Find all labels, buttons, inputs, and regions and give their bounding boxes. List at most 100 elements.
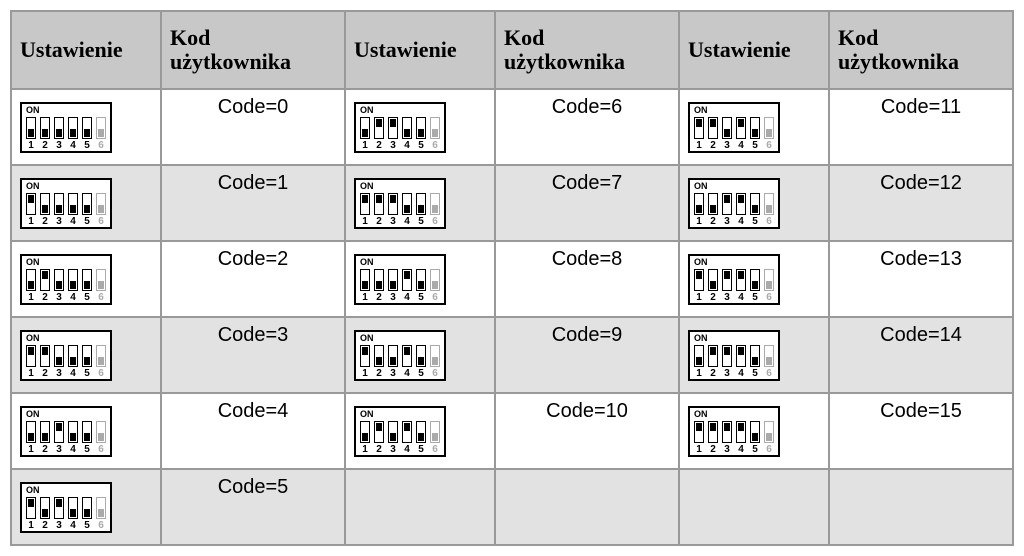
dip-track bbox=[416, 345, 426, 367]
dip-slot: 2 bbox=[373, 117, 385, 151]
dip-slots: 123456 bbox=[359, 421, 441, 455]
header-code-2: Kod użytkownika bbox=[495, 11, 679, 89]
dip-on-label: ON bbox=[26, 409, 40, 419]
code-cell: Code=2 bbox=[161, 241, 345, 317]
dip-knob bbox=[710, 281, 716, 289]
code-value: Code=8 bbox=[552, 248, 623, 270]
dip-slot: 1 bbox=[25, 269, 37, 303]
dip-switch: ON123456 bbox=[688, 406, 780, 457]
dip-knob bbox=[56, 129, 62, 137]
dip-slot: 6 bbox=[763, 117, 775, 151]
dip-number-label: 5 bbox=[84, 216, 90, 227]
dip-track bbox=[402, 269, 412, 291]
code-cell: Code=14 bbox=[829, 317, 1013, 393]
dip-on-label: ON bbox=[360, 105, 374, 115]
dip-track bbox=[416, 421, 426, 443]
dip-slot: 5 bbox=[415, 421, 427, 455]
setting-cell: ON123456 bbox=[345, 89, 495, 165]
dip-track bbox=[736, 193, 746, 215]
dip-number-label: 2 bbox=[376, 368, 382, 379]
dip-slot: 3 bbox=[387, 421, 399, 455]
dip-number-label: 2 bbox=[376, 216, 382, 227]
code-value: Code=7 bbox=[552, 172, 623, 194]
code-value: Code=15 bbox=[880, 400, 962, 422]
dip-number-label: 3 bbox=[56, 368, 62, 379]
dip-switch: ON123456 bbox=[354, 102, 446, 153]
dip-on-label: ON bbox=[360, 333, 374, 343]
dip-number-label: 1 bbox=[362, 444, 368, 455]
dip-knob bbox=[738, 347, 744, 355]
code-cell: Code=8 bbox=[495, 241, 679, 317]
dip-knob bbox=[696, 205, 702, 213]
code-cell: Code=10 bbox=[495, 393, 679, 469]
dip-number-label: 6 bbox=[432, 292, 438, 303]
dip-number-label: 4 bbox=[738, 444, 744, 455]
dip-knob bbox=[70, 509, 76, 517]
dip-track bbox=[416, 269, 426, 291]
dip-knob bbox=[404, 205, 410, 213]
dip-number-label: 1 bbox=[696, 140, 702, 151]
dip-slots: 123456 bbox=[25, 193, 107, 227]
dip-track bbox=[736, 421, 746, 443]
dip-track bbox=[40, 421, 50, 443]
dip-number-label: 3 bbox=[390, 140, 396, 151]
dip-number-label: 3 bbox=[56, 520, 62, 531]
dip-track bbox=[360, 117, 370, 139]
dip-track bbox=[722, 269, 732, 291]
dip-knob bbox=[752, 357, 758, 365]
dip-number-label: 1 bbox=[28, 140, 34, 151]
dip-slot: 5 bbox=[81, 421, 93, 455]
dip-number-label: 2 bbox=[42, 444, 48, 455]
dip-number-label: 2 bbox=[710, 292, 716, 303]
dip-number-label: 4 bbox=[70, 520, 76, 531]
dip-track bbox=[708, 345, 718, 367]
dip-slot: 4 bbox=[67, 345, 79, 379]
dip-knob bbox=[724, 423, 730, 431]
dip-track bbox=[388, 421, 398, 443]
dip-slots: 123456 bbox=[25, 421, 107, 455]
dip-knob bbox=[752, 433, 758, 441]
dip-number-label: 5 bbox=[418, 216, 424, 227]
dip-slot: 1 bbox=[25, 421, 37, 455]
dip-number-label: 6 bbox=[98, 140, 104, 151]
dip-slot: 3 bbox=[721, 117, 733, 151]
dip-slot: 1 bbox=[359, 269, 371, 303]
dip-number-label: 5 bbox=[84, 520, 90, 531]
dip-number-label: 2 bbox=[710, 368, 716, 379]
setting-cell: ON123456 bbox=[11, 469, 161, 545]
dip-number-label: 5 bbox=[84, 368, 90, 379]
dip-knob bbox=[376, 195, 382, 203]
setting-cell: ON123456 bbox=[11, 241, 161, 317]
table-body: ON123456Code=0ON123456Code=6ON123456Code… bbox=[11, 89, 1013, 545]
dip-track bbox=[26, 421, 36, 443]
dip-number-label: 4 bbox=[404, 368, 410, 379]
dip-track bbox=[402, 117, 412, 139]
dip-number-label: 3 bbox=[390, 368, 396, 379]
code-cell: Code=3 bbox=[161, 317, 345, 393]
dip-slot: 1 bbox=[693, 345, 705, 379]
dip-knob bbox=[84, 509, 90, 517]
dip-switch: ON123456 bbox=[20, 482, 112, 533]
dip-track bbox=[722, 193, 732, 215]
dip-track bbox=[68, 269, 78, 291]
dip-track bbox=[96, 193, 106, 215]
dip-knob bbox=[362, 195, 368, 203]
dip-slot: 2 bbox=[707, 269, 719, 303]
dip-number-label: 1 bbox=[28, 292, 34, 303]
dip-track bbox=[68, 117, 78, 139]
dip-knob bbox=[28, 129, 34, 137]
dip-switch: ON123456 bbox=[354, 178, 446, 229]
dip-knob bbox=[738, 119, 744, 127]
dip-slot: 4 bbox=[67, 497, 79, 531]
dip-number-label: 3 bbox=[56, 140, 62, 151]
dip-slot: 6 bbox=[95, 345, 107, 379]
dip-knob bbox=[418, 129, 424, 137]
setting-cell: ON123456 bbox=[11, 89, 161, 165]
dip-on-label: ON bbox=[26, 105, 40, 115]
dip-track bbox=[96, 345, 106, 367]
dip-track bbox=[694, 269, 704, 291]
dip-number-label: 3 bbox=[390, 216, 396, 227]
dip-track bbox=[722, 421, 732, 443]
dip-track bbox=[708, 269, 718, 291]
dip-track bbox=[26, 117, 36, 139]
